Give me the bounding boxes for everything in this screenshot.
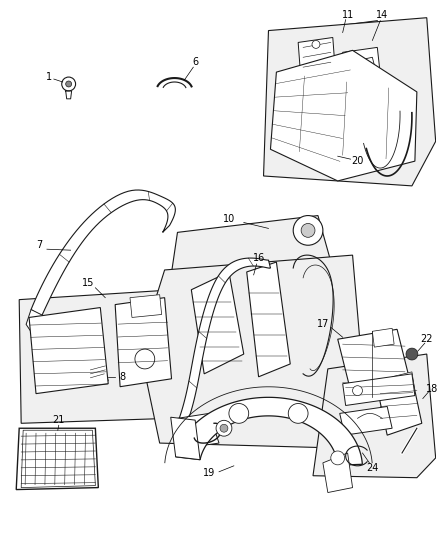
- Circle shape: [219, 424, 227, 432]
- Circle shape: [215, 421, 231, 436]
- Text: 6: 6: [192, 57, 198, 67]
- Text: 21: 21: [53, 415, 65, 425]
- Polygon shape: [339, 407, 391, 435]
- Text: 19: 19: [202, 468, 215, 478]
- Polygon shape: [164, 215, 352, 403]
- Text: 18: 18: [424, 384, 437, 394]
- Circle shape: [288, 403, 307, 423]
- Text: 24: 24: [365, 463, 378, 473]
- Circle shape: [311, 41, 319, 49]
- Text: 1: 1: [46, 72, 52, 82]
- Circle shape: [66, 81, 71, 87]
- Polygon shape: [263, 18, 434, 186]
- Polygon shape: [16, 428, 98, 490]
- Circle shape: [405, 348, 417, 360]
- Polygon shape: [391, 372, 414, 395]
- Text: 14: 14: [375, 10, 388, 20]
- Text: 10: 10: [222, 214, 234, 223]
- Polygon shape: [177, 258, 270, 430]
- Polygon shape: [191, 272, 243, 374]
- Polygon shape: [19, 290, 189, 423]
- Circle shape: [62, 77, 75, 91]
- Polygon shape: [342, 47, 381, 97]
- Circle shape: [330, 451, 344, 465]
- Polygon shape: [312, 354, 434, 478]
- Polygon shape: [345, 57, 376, 82]
- Circle shape: [293, 215, 322, 245]
- Polygon shape: [270, 50, 416, 181]
- Text: 7: 7: [36, 240, 42, 250]
- Polygon shape: [88, 365, 108, 385]
- Text: 15: 15: [82, 278, 95, 288]
- Text: 20: 20: [350, 156, 363, 166]
- Polygon shape: [322, 453, 352, 492]
- Text: 17: 17: [316, 319, 328, 329]
- Polygon shape: [29, 308, 108, 393]
- Circle shape: [134, 349, 154, 369]
- Polygon shape: [177, 414, 219, 448]
- Polygon shape: [297, 37, 335, 82]
- Polygon shape: [246, 262, 290, 377]
- Polygon shape: [342, 374, 414, 406]
- Circle shape: [228, 403, 248, 423]
- Polygon shape: [278, 21, 401, 112]
- Text: 8: 8: [119, 372, 125, 382]
- Polygon shape: [175, 397, 361, 465]
- Circle shape: [300, 223, 314, 237]
- Polygon shape: [26, 310, 56, 339]
- Polygon shape: [115, 297, 171, 387]
- Polygon shape: [31, 190, 175, 318]
- Polygon shape: [337, 329, 411, 399]
- Text: 11: 11: [341, 10, 353, 20]
- Polygon shape: [170, 417, 200, 459]
- Polygon shape: [130, 295, 161, 318]
- Text: 16: 16: [252, 253, 264, 263]
- Polygon shape: [376, 377, 421, 435]
- Polygon shape: [140, 255, 367, 448]
- Polygon shape: [371, 328, 393, 347]
- Circle shape: [352, 386, 362, 395]
- Text: 22: 22: [420, 334, 432, 344]
